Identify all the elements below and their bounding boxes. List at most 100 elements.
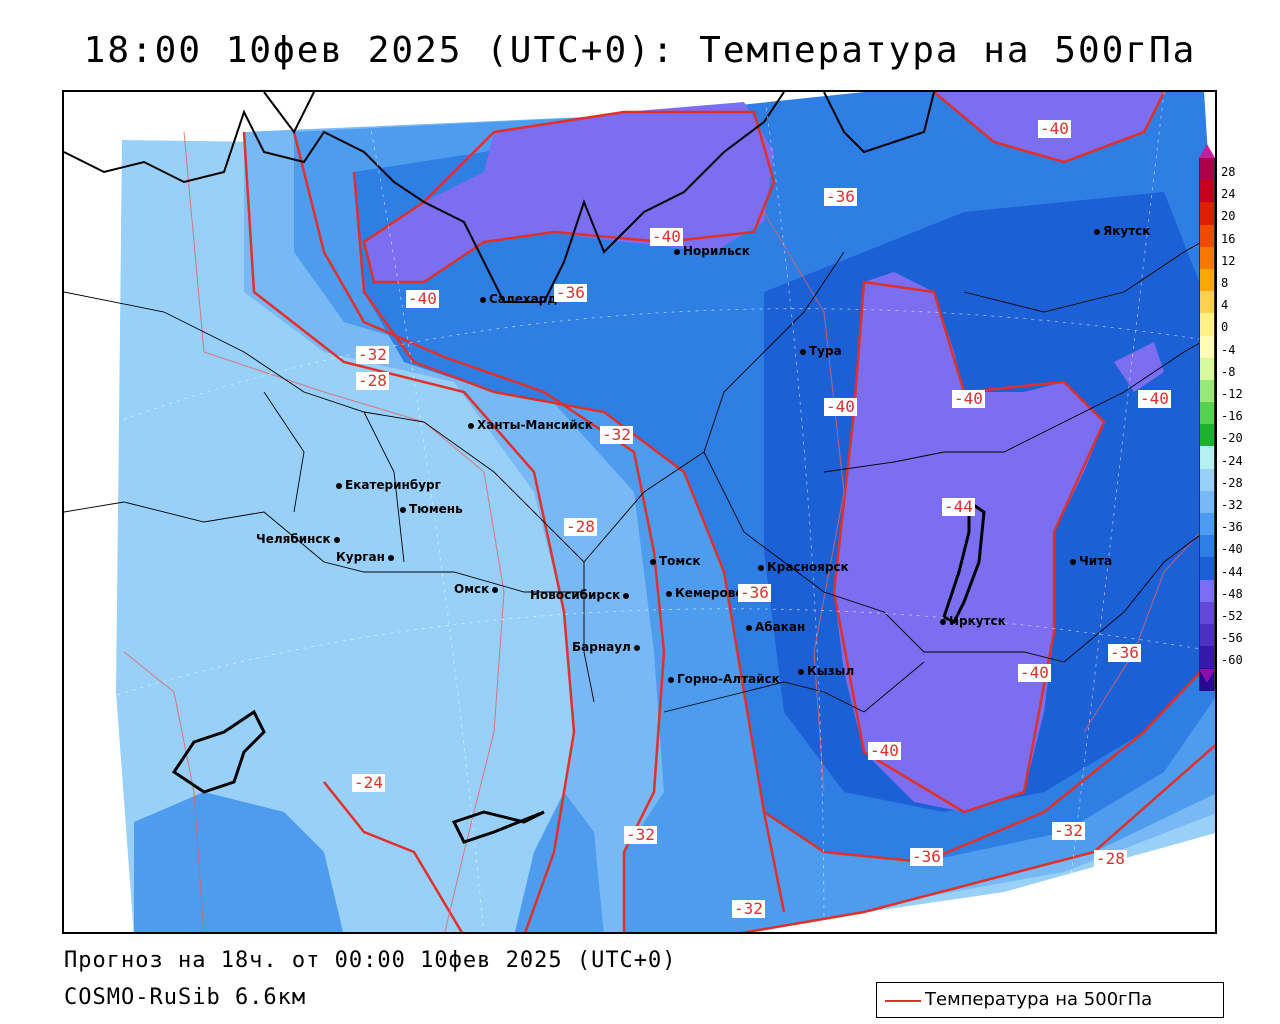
legend-label: Температура на 500гПа	[925, 989, 1153, 1010]
colorbar-segment	[1199, 513, 1215, 536]
contour-label: -32	[624, 825, 657, 844]
city-dot-icon	[940, 618, 946, 625]
colorbar-tick-label: -52	[1221, 609, 1243, 623]
colorbar-tick-label: 0	[1221, 320, 1229, 335]
city-chelyabinsk: Челябинск	[256, 532, 343, 546]
colorbar-segment	[1199, 180, 1215, 203]
contour-label: -40	[1038, 119, 1071, 138]
city-label: Челябинск	[256, 532, 331, 546]
city-label: Томск	[659, 554, 701, 568]
city-gorno-altaysk: Горно-Алтайск	[668, 672, 780, 686]
city-label: Тюмень	[409, 502, 463, 516]
city-yakutsk: Якутск	[1094, 224, 1150, 238]
contour-label: -36	[738, 583, 771, 602]
contour-label: -32	[1052, 821, 1085, 840]
city-abakan: Абакан	[746, 620, 805, 634]
colorbar-segment	[1199, 490, 1215, 513]
city-label: Иркутск	[949, 614, 1006, 628]
city-label: Тура	[809, 344, 842, 358]
city-label: Кемерово	[675, 586, 744, 600]
city-label: Кызыл	[807, 664, 855, 678]
contour-label: -36	[1108, 643, 1141, 662]
colorbar-tick-label: 16	[1221, 231, 1236, 246]
city-label: Норильск	[683, 244, 750, 258]
city-dot-icon	[650, 558, 656, 565]
city-dot-icon	[633, 644, 640, 651]
colorbar-segment	[1199, 268, 1215, 292]
colorbar-tick-label: -4	[1221, 342, 1236, 357]
colorbar-tick-label: 8	[1221, 276, 1229, 290]
city-tomsk: Томск	[650, 554, 701, 568]
colorbar-segment	[1199, 601, 1215, 624]
city-kemerovo: Кемерово	[666, 586, 744, 600]
colorbar-tick-label: -20	[1221, 431, 1243, 446]
contour-label: -28	[564, 517, 597, 536]
colorbar-tick-label: -56	[1221, 631, 1243, 646]
colorbar-segment	[1199, 535, 1215, 558]
colorbar-tick-label: -8	[1221, 364, 1236, 379]
city-tura: Тура	[800, 344, 842, 358]
city-kurgan: Курган	[336, 550, 397, 564]
colorbar-segment	[1199, 158, 1215, 181]
city-label: Новосибирск	[530, 588, 621, 602]
contour-label: -32	[356, 345, 389, 364]
colorbar-tick-label: -28	[1221, 475, 1243, 490]
forecast-info: Прогноз на 18ч. от 00:00 10фев 2025 (UTC…	[64, 948, 677, 973]
city-dot-icon	[336, 482, 342, 489]
colorbar-tick-label: -16	[1221, 409, 1243, 424]
city-label: Барнаул	[572, 640, 631, 654]
colorbar-segment	[1199, 291, 1215, 314]
colorbar-segment	[1199, 402, 1215, 425]
colorbar-tick-label: 28	[1221, 165, 1236, 179]
contour-label: -28	[1094, 849, 1127, 868]
contour-label: -40	[406, 289, 439, 308]
city-label: Курган	[336, 550, 385, 564]
colorbar-segment	[1199, 357, 1215, 380]
colorbar-tick-label: -44	[1221, 564, 1243, 579]
city-krasnoyarsk: Красноярск	[758, 560, 849, 574]
city-dot-icon	[1094, 228, 1100, 235]
contour-label: -40	[824, 397, 857, 416]
city-label: Горно-Алтайск	[677, 672, 780, 686]
colorbar-top-arrow-icon	[1199, 144, 1215, 158]
contour-label: -32	[600, 425, 633, 444]
contour-label: -28	[356, 371, 389, 390]
city-dot-icon	[400, 506, 406, 513]
contour-label: -36	[910, 847, 943, 866]
colorbar-segment	[1199, 446, 1215, 469]
city-dot-icon	[468, 422, 474, 429]
colorbar-tick-label: 4	[1221, 298, 1229, 313]
city-dot-icon	[333, 536, 340, 543]
city-dot-icon	[1070, 558, 1076, 565]
model-info: COSMO-RuSib 6.6км	[64, 985, 307, 1010]
city-dot-icon	[668, 676, 674, 683]
colorbar-segment	[1199, 224, 1215, 247]
colorbar-segment	[1199, 623, 1215, 647]
colorbar-segment	[1199, 246, 1215, 269]
city-khanty-mansiysk: Ханты-Мансийск	[468, 418, 593, 432]
colorbar-tick-label: -40	[1221, 542, 1243, 557]
colorbar-bottom-arrow-icon	[1199, 669, 1215, 683]
city-kyzyl: Кызыл	[798, 664, 854, 678]
city-omsk: Омск	[454, 582, 501, 596]
contour-label: -36	[824, 187, 857, 206]
city-chita: Чита	[1070, 554, 1112, 568]
colorbar-tick-label: -36	[1221, 520, 1243, 535]
city-tyumen: Тюмень	[400, 502, 463, 516]
city-salekhard: Салехард	[480, 292, 557, 306]
city-label: Екатеринбург	[345, 478, 441, 492]
colorbar-segments	[1199, 158, 1219, 691]
legend-box: Температура на 500гПа	[876, 982, 1224, 1018]
colorbar-tick-label: -48	[1221, 586, 1243, 601]
city-yekaterinburg: Екатеринбург	[336, 478, 441, 492]
city-label: Абакан	[755, 620, 806, 634]
city-label: Красноярск	[767, 560, 849, 574]
colorbar-tick-label: -32	[1221, 498, 1243, 512]
city-irkutsk: Иркутск	[940, 614, 1006, 628]
city-label: Омск	[454, 582, 490, 596]
city-label: Салехард	[489, 292, 557, 306]
temperature-map[interactable]: Якутск Норильск Салехард Тура Ханты-Манс…	[62, 90, 1217, 934]
city-dot-icon	[800, 348, 806, 355]
contour-label: -44	[942, 497, 975, 516]
city-dot-icon	[746, 624, 752, 631]
